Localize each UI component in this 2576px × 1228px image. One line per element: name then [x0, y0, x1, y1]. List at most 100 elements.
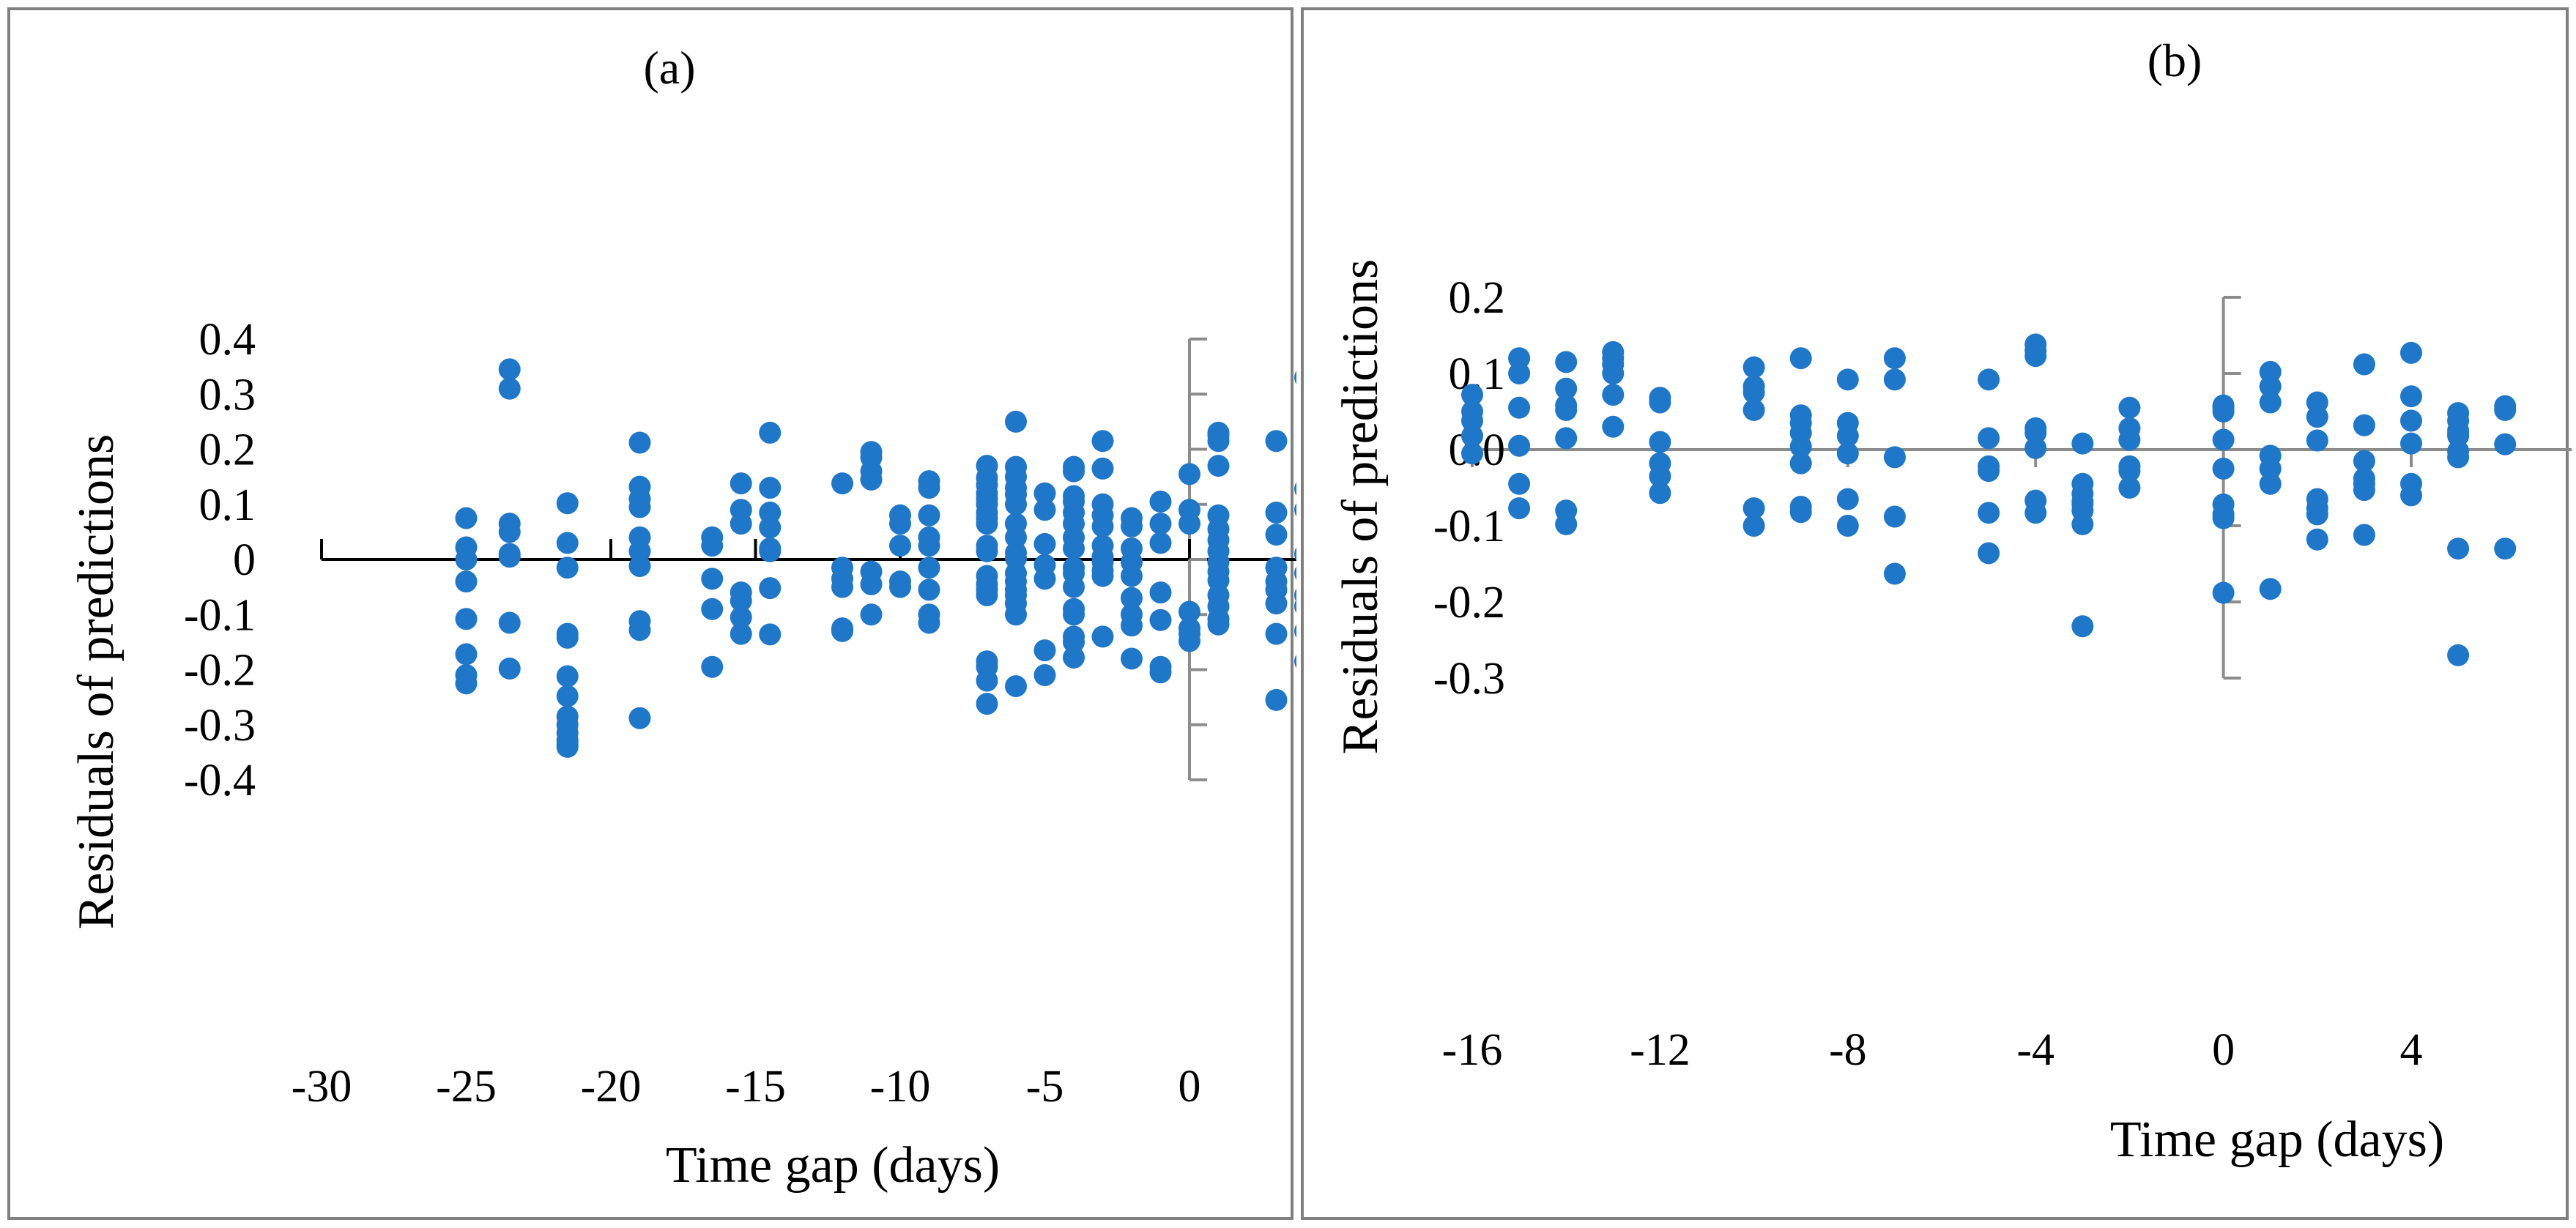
chart-b-data-point	[2212, 428, 2235, 451]
chart-a-y-tick-label: -0.4	[184, 756, 256, 805]
chart-a-data-point	[860, 603, 883, 626]
chart-b-data-point	[1649, 482, 1671, 505]
chart-a-data-point	[1091, 430, 1114, 453]
chart-b-data-point	[2306, 406, 2328, 428]
chart-b-data-point	[1883, 505, 1906, 528]
chart-b-data-point	[1461, 425, 1483, 447]
chart-b-y-tick-label: -0.3	[1433, 654, 1505, 704]
chart-a-data-point	[1121, 587, 1143, 609]
chart-a-data-point	[1121, 647, 1143, 670]
chart-a-data-point	[759, 477, 782, 499]
chart-a-y-tick-label: 0.4	[199, 315, 256, 365]
chart-a-data-point	[1265, 430, 1288, 453]
chart-a-data-point	[628, 431, 651, 454]
chart-b-data-point	[1742, 497, 1765, 520]
chart-b-data-point	[1789, 347, 1812, 370]
chart-b-data-point	[2400, 432, 2422, 455]
chart-b-data-point	[1883, 562, 1906, 585]
chart-a-data-point	[1033, 482, 1056, 505]
chart-b-title: (b)	[2148, 34, 2202, 86]
chart-a-x-tick-label: -15	[725, 1062, 786, 1112]
chart-b-data-point	[2306, 528, 2328, 551]
chart-a-data-point	[759, 623, 782, 646]
chart-a-data-point	[831, 576, 853, 598]
chart-a-data-point	[1178, 513, 1200, 535]
chart-b-data-point	[2353, 479, 2375, 502]
chart-a-data-point	[1091, 565, 1114, 587]
chart-a-data-point	[556, 685, 579, 707]
chart-b-data-point	[2212, 401, 2235, 423]
chart-a-data-point	[556, 532, 579, 554]
chart-a-x-tick-label: -30	[292, 1062, 352, 1112]
chart-b-data-point	[2071, 615, 2094, 638]
chart-b-data-point	[1742, 382, 1765, 403]
chart-b-data-point	[2353, 353, 2375, 376]
chart-b-data-point	[1555, 398, 1578, 421]
chart-b-data-point	[1789, 501, 1812, 524]
chart-b-data-point	[1461, 409, 1483, 432]
chart-b-data-point	[1978, 368, 2000, 391]
chart-b-data-point	[2212, 507, 2235, 529]
chart-a-x-tick-label: -10	[870, 1062, 931, 1112]
chart-a-data-point	[1005, 603, 1027, 626]
chart-a-data-point	[1265, 688, 1288, 711]
chart-b-x-tick-label: -12	[1630, 1025, 1690, 1075]
chart-b-data-point	[1789, 452, 1812, 475]
chart-a-data-point	[918, 557, 940, 579]
chart-a-points	[455, 358, 1296, 758]
chart-a-y-tick-label: 0.1	[199, 480, 256, 530]
chart-a-data-point	[1294, 588, 1296, 602]
chart-b-data-point	[2212, 581, 2235, 604]
chart-a-data-point	[498, 611, 521, 634]
chart-a-data-point	[1294, 503, 1296, 517]
chart-a-data-point	[730, 472, 752, 495]
chart-a-y-tick-label: 0.2	[199, 425, 256, 475]
chart-a-data-point	[976, 584, 998, 606]
chart-a-data-point	[1265, 622, 1288, 645]
chart-b-data-point	[2118, 396, 2141, 419]
chart-a-x-tick-label: 0	[1178, 1062, 1201, 1112]
chart-a-data-point	[918, 578, 940, 601]
chart-b-data-point	[1602, 384, 1625, 406]
chart-a-data-point	[1121, 565, 1143, 587]
chart-a-data-point	[628, 619, 651, 641]
chart-a-data-point	[1121, 614, 1143, 637]
chart-a-data-point	[1005, 526, 1027, 548]
chart-a-x-tick-label: -25	[436, 1062, 497, 1112]
chart-a-xlabel: Time gap (days)	[666, 1137, 1000, 1194]
chart-b-x-tick-label: -4	[2016, 1025, 2055, 1075]
chart-b-data-point	[1508, 362, 1531, 384]
chart-b-data-point	[2306, 503, 2328, 526]
chart-a-data-point	[1063, 603, 1085, 626]
chart-a-data-point	[1033, 568, 1056, 590]
chart-b-data-point	[2447, 425, 2470, 447]
chart-a-data-point	[1265, 524, 1288, 546]
chart-b-xlabel: Time gap (days)	[2110, 1112, 2444, 1168]
chart-a-data-point	[1207, 455, 1230, 477]
chart-a-y-tick-label: -0.3	[184, 701, 256, 751]
chart-b-data-point	[2447, 446, 2470, 469]
chart-a-data-point	[889, 535, 911, 557]
chart-b-data-point	[2259, 578, 2282, 600]
chart-a-data-point	[976, 693, 998, 715]
chart-a-y-tick-label: -0.1	[184, 590, 256, 640]
chart-a-data-point	[889, 513, 911, 535]
chart-a-data-point	[759, 421, 782, 444]
chart-a-data-point	[1005, 410, 1027, 433]
chart-b-data-point	[1602, 415, 1625, 438]
chart-b-data-point	[2494, 433, 2517, 455]
chart-b-data-point	[1978, 542, 2000, 565]
chart-b-data-point	[1555, 351, 1578, 373]
chart-b-data-point	[2353, 414, 2375, 436]
chart-b-points	[1461, 333, 2517, 666]
chart-a-data-point	[1294, 371, 1296, 384]
chart-b-data-point	[1508, 497, 1531, 520]
chart-a-data-point	[1063, 630, 1085, 653]
chart-a-data-point	[860, 468, 883, 491]
chart-b-data-point	[1883, 347, 1906, 370]
chart-b-data-point	[2353, 524, 2375, 546]
chart-a-data-point	[1149, 609, 1172, 631]
chart-a-data-point	[498, 657, 521, 680]
chart-b-data-point	[1742, 398, 1765, 421]
chart-b-data-point	[1883, 446, 1906, 469]
